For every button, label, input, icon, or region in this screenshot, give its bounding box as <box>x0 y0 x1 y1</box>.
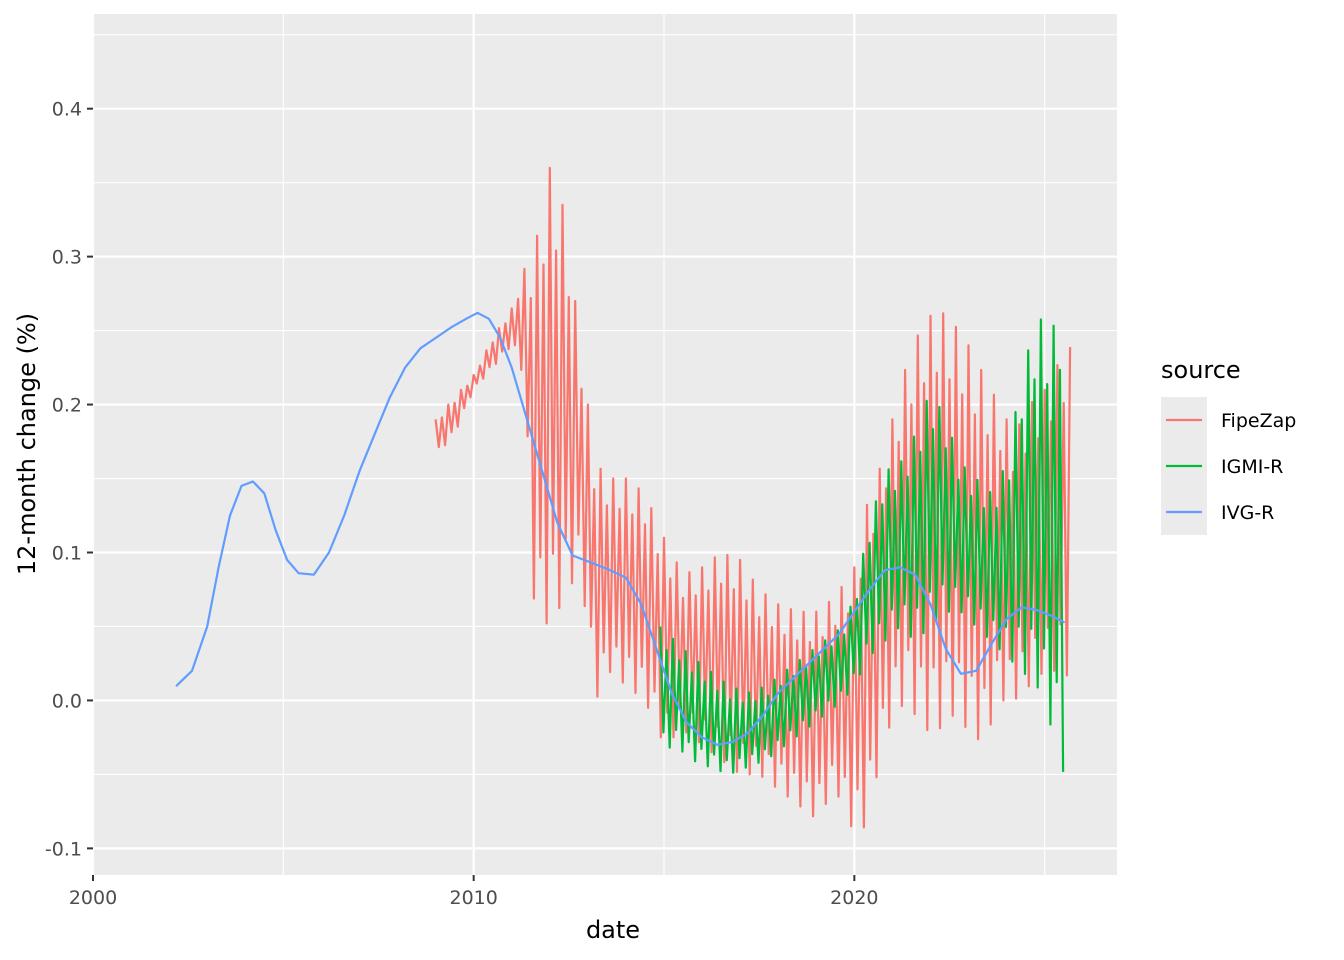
legend-label-fipezap: FipeZap <box>1221 410 1296 432</box>
series-line-ivg-r <box>175 311 1065 746</box>
y-tick-label: 0.1 <box>52 542 82 564</box>
y-axis-title: 12-month change (%) <box>13 313 41 575</box>
legend: source FipeZap IGMI-R IVG-R <box>1161 356 1296 535</box>
legend-title: source <box>1161 356 1241 384</box>
x-axis-title: date <box>586 916 640 944</box>
y-tick-label: 0.3 <box>52 247 82 269</box>
axis-tick-labels: 2000 2010 2020 -0.1 0.0 0.1 0.2 0.3 0.4 <box>45 99 879 909</box>
legend-label-igmi-r: IGMI-R <box>1221 456 1283 478</box>
series-line-fipezap <box>434 166 1072 829</box>
series-ivg-r <box>175 311 1065 746</box>
series-igmi-r <box>659 318 1065 774</box>
y-tick-label: 0.0 <box>52 690 82 712</box>
plot-panel <box>93 14 1117 875</box>
legend-keys <box>1161 397 1207 535</box>
series-line-igmi-r <box>659 318 1065 774</box>
x-tick-label: 2000 <box>69 887 117 909</box>
series-layer <box>175 166 1072 829</box>
series-fipezap <box>434 166 1072 829</box>
y-tick-label: 0.2 <box>52 395 82 417</box>
x-tick-label: 2010 <box>449 887 497 909</box>
x-tick-label: 2020 <box>830 887 878 909</box>
y-tick-label: -0.1 <box>45 838 82 860</box>
legend-label-ivg-r: IVG-R <box>1221 502 1274 524</box>
y-tick-label: 0.4 <box>52 99 82 121</box>
axis-ticks <box>87 107 856 881</box>
